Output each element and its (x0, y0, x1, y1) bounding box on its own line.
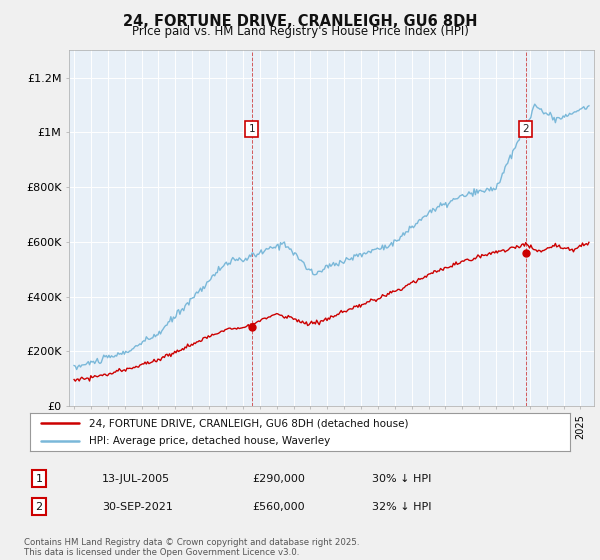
Text: £560,000: £560,000 (252, 502, 305, 512)
Text: 30% ↓ HPI: 30% ↓ HPI (372, 474, 431, 484)
Text: 24, FORTUNE DRIVE, CRANLEIGH, GU6 8DH (detached house): 24, FORTUNE DRIVE, CRANLEIGH, GU6 8DH (d… (89, 419, 409, 429)
Text: HPI: Average price, detached house, Waverley: HPI: Average price, detached house, Wave… (89, 436, 331, 446)
Text: 2: 2 (523, 124, 529, 134)
Text: 30-SEP-2021: 30-SEP-2021 (102, 502, 173, 512)
Text: £290,000: £290,000 (252, 474, 305, 484)
Text: Price paid vs. HM Land Registry's House Price Index (HPI): Price paid vs. HM Land Registry's House … (131, 25, 469, 38)
Text: 24, FORTUNE DRIVE, CRANLEIGH, GU6 8DH: 24, FORTUNE DRIVE, CRANLEIGH, GU6 8DH (123, 14, 477, 29)
Text: Contains HM Land Registry data © Crown copyright and database right 2025.
This d: Contains HM Land Registry data © Crown c… (24, 538, 359, 557)
Text: 32% ↓ HPI: 32% ↓ HPI (372, 502, 431, 512)
Text: 1: 1 (35, 474, 43, 484)
Text: 13-JUL-2005: 13-JUL-2005 (102, 474, 170, 484)
Text: 1: 1 (248, 124, 255, 134)
Text: 2: 2 (35, 502, 43, 512)
